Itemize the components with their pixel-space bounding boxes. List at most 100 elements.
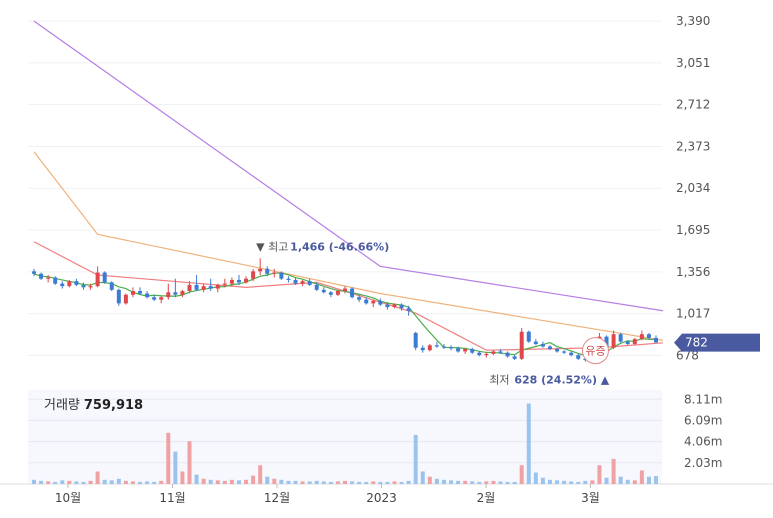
candle-body [378, 300, 383, 305]
candle-body [406, 308, 411, 311]
volume-bar [265, 476, 270, 484]
volume-bar [519, 465, 524, 484]
candle-body [109, 282, 114, 290]
candle-body [463, 348, 468, 352]
y-tick-label: 2,034 [676, 181, 710, 195]
volume-bar [456, 480, 461, 484]
candle-body [46, 277, 51, 279]
volume-bar [434, 478, 439, 484]
candle-body [540, 344, 545, 347]
candle-body [265, 268, 270, 274]
candle-body [81, 284, 86, 288]
candle-body [484, 353, 489, 356]
volume-bar [201, 478, 206, 484]
candle-body [279, 272, 284, 279]
candle-body [413, 332, 418, 348]
candle-body [300, 281, 305, 284]
candle-body [625, 341, 630, 345]
current-price-tag [674, 333, 760, 352]
candle-body [67, 281, 72, 287]
candle-body [547, 346, 552, 349]
volume-value: 759,918 [83, 398, 144, 413]
candle-body [116, 289, 121, 304]
volume-bar [229, 479, 234, 484]
low-marker-value: 628 (24.52%) ▲ [514, 374, 609, 387]
volume-bar [314, 480, 319, 484]
volume-bar [300, 481, 305, 484]
volume-bar [222, 480, 227, 484]
candle-body [272, 272, 277, 274]
candle-body [314, 284, 319, 290]
candle-body [159, 297, 164, 300]
volume-bar [604, 477, 609, 484]
volume-bar [385, 481, 390, 484]
candle-body [145, 293, 150, 298]
candle-body [576, 355, 581, 359]
candle-body [533, 341, 538, 345]
volume-bar [611, 458, 616, 484]
y-tick-label: 2,373 [676, 139, 710, 153]
volume-bar [116, 478, 121, 484]
volume-bar [279, 479, 284, 484]
volume-panel [28, 390, 662, 484]
volume-tick-label: 2.03m [684, 456, 722, 470]
volume-label-text: 거래량 [44, 398, 80, 413]
ma120-line [33, 20, 664, 312]
volume-bar [526, 403, 531, 484]
candle-body [512, 356, 517, 359]
candle-body [187, 284, 192, 292]
candle-body [152, 297, 157, 300]
volume-bar [449, 480, 454, 484]
candle-body [456, 348, 461, 352]
volume-bar [180, 471, 185, 484]
candle-body [632, 339, 637, 345]
volume-bar [53, 481, 58, 484]
candle-body [236, 279, 241, 283]
candle-body [611, 334, 616, 348]
candle-body [60, 283, 65, 287]
candle-body [95, 272, 100, 287]
y-tick-label: 1,356 [676, 265, 710, 279]
candle-body [449, 347, 454, 349]
candle-body [293, 279, 298, 284]
volume-bar [371, 481, 376, 484]
x-tick-label: 10월 [55, 491, 81, 505]
candle-body [201, 286, 206, 290]
current-price-label: 782 [685, 336, 708, 350]
candle-body [434, 345, 439, 347]
x-tick-label: 2023 [366, 491, 397, 505]
candle-body [654, 337, 658, 343]
volume-bar [632, 480, 637, 484]
candle-body [123, 294, 128, 304]
volume-bar [328, 481, 333, 484]
volume-bar [576, 481, 581, 484]
volume-bar [618, 476, 623, 484]
volume-bar [208, 479, 213, 484]
volume-bar [420, 471, 425, 484]
volume-tick-label: 6.09m [684, 413, 722, 427]
high-marker-value: 1,466 (-46.66%) [290, 240, 389, 253]
candle-body [258, 268, 263, 272]
candle-body [470, 348, 475, 353]
candle-body [646, 334, 651, 338]
y-tick-label: 2,712 [676, 98, 710, 112]
volume-bar [392, 481, 397, 484]
candle-body [180, 291, 185, 295]
volume-bar [272, 478, 277, 484]
candle-body [491, 351, 496, 354]
candle-body [53, 277, 58, 284]
volume-bar [173, 451, 178, 484]
volume-bar [378, 481, 383, 484]
volume-bar [74, 481, 79, 484]
volume-bar [138, 481, 143, 484]
volume-bar [258, 465, 263, 484]
volume-bar [236, 480, 241, 484]
volume-bar [215, 480, 220, 484]
candle-body [39, 273, 44, 279]
candle-body [562, 351, 567, 353]
candle-body [399, 304, 404, 309]
candle-body [350, 288, 355, 298]
candle-body [441, 346, 446, 348]
high-marker-prefix: ▼ 최고 [256, 240, 288, 253]
